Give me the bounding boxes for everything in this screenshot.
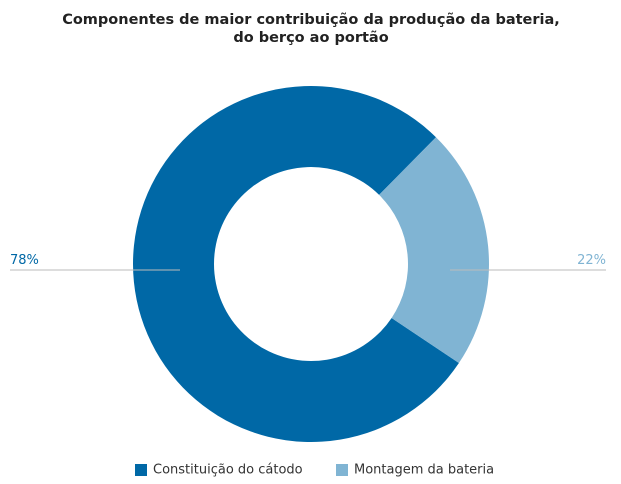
donut-slice: [133, 85, 459, 442]
legend-swatch: [336, 464, 348, 476]
legend-label: Montagem da bateria: [354, 463, 494, 478]
value-label: 78%: [10, 253, 39, 268]
donut-slice: [379, 137, 489, 364]
chart-title: do berço ao portão: [233, 30, 388, 46]
chart-title: Componentes de maior contribuição da pro…: [62, 12, 560, 28]
legend-label: Constituição do cátodo: [153, 463, 303, 478]
legend-swatch: [135, 464, 147, 476]
value-label: 22%: [577, 253, 606, 268]
